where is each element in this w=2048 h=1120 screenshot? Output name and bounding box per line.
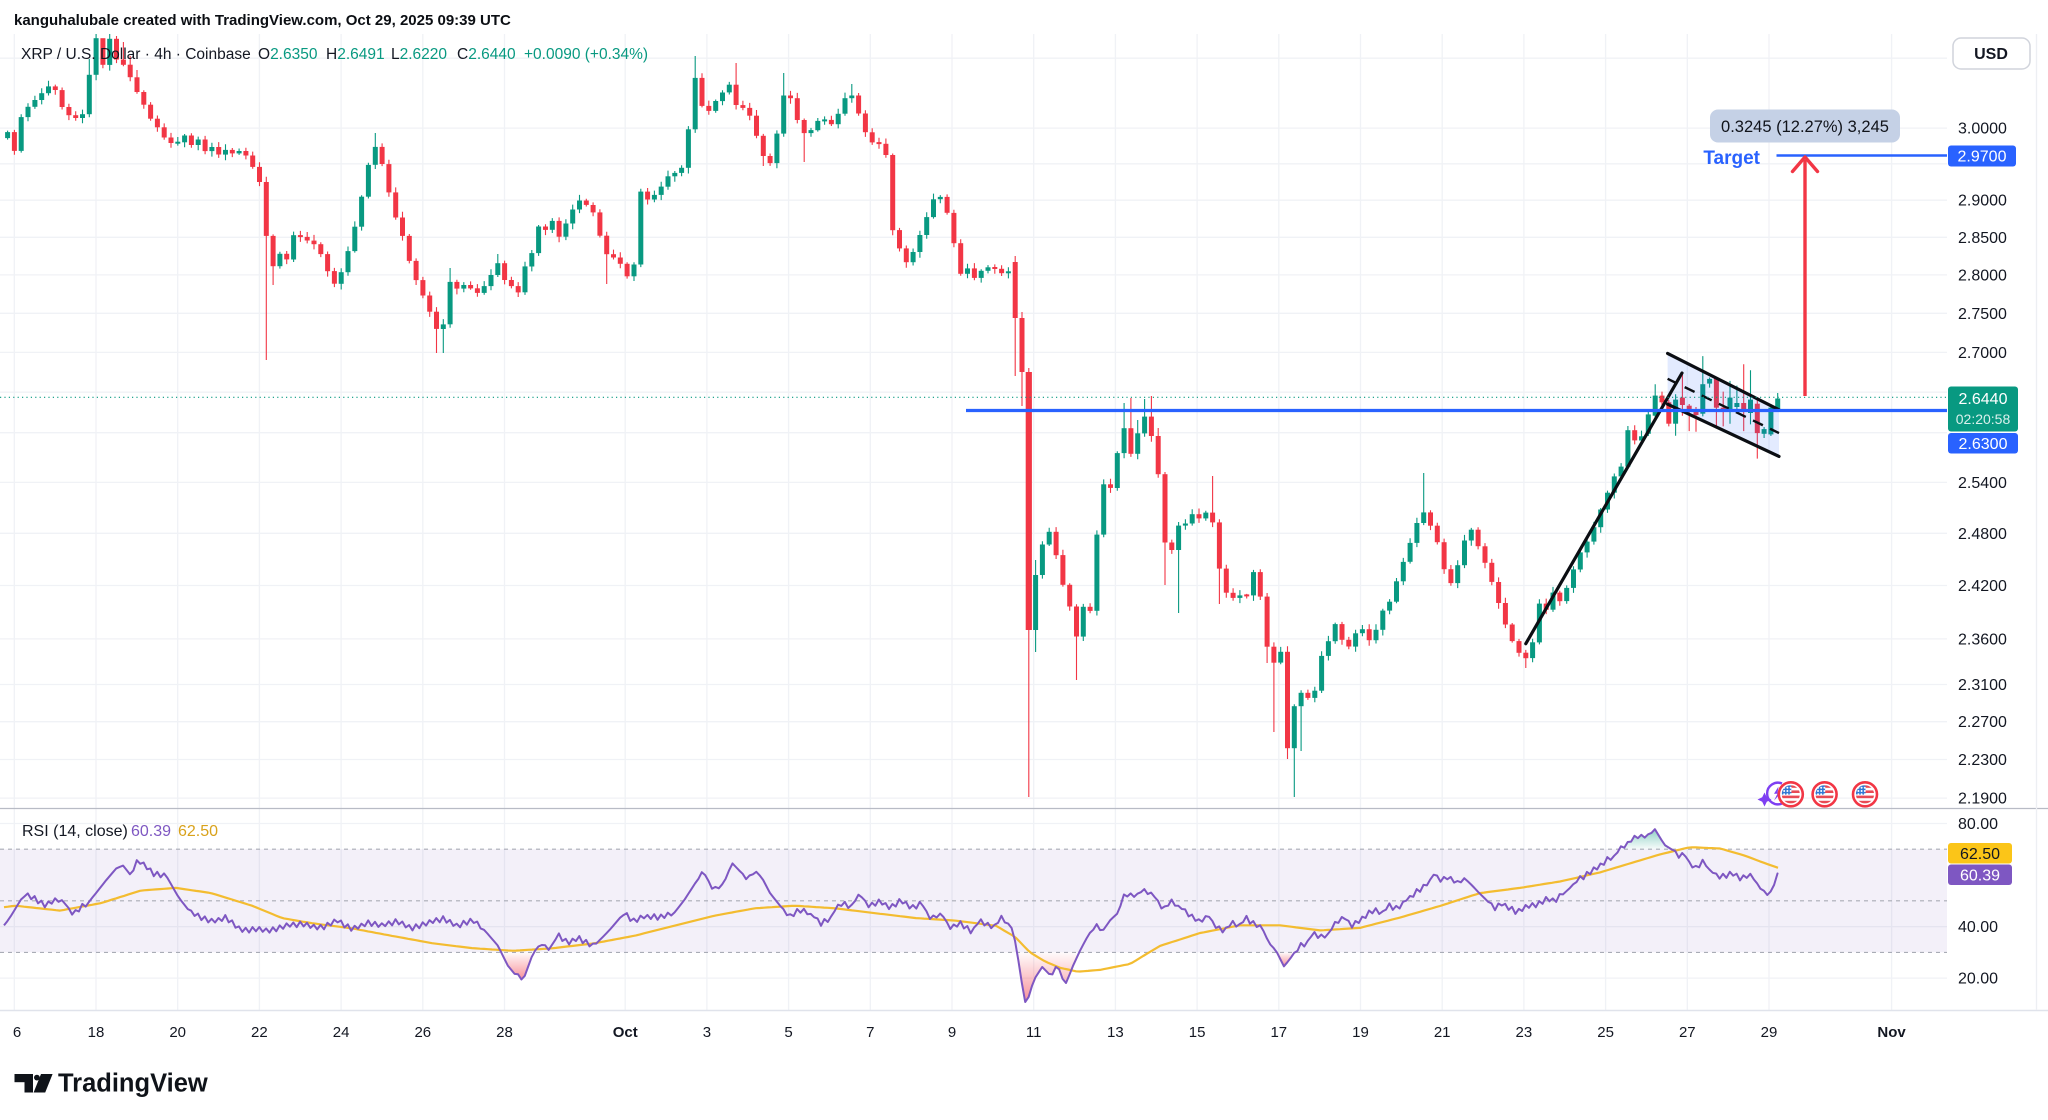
svg-text:2.4200: 2.4200 [1958, 578, 2007, 595]
svg-text:13: 13 [1107, 1024, 1124, 1041]
svg-text:2.2300: 2.2300 [1958, 752, 2007, 769]
svg-text:9: 9 [948, 1024, 956, 1041]
svg-text:2.4800: 2.4800 [1958, 526, 2007, 543]
svg-text:RSI (14, close): RSI (14, close) [22, 823, 128, 840]
svg-text:60.39: 60.39 [131, 823, 171, 840]
svg-text:25: 25 [1597, 1024, 1614, 1041]
svg-text:+0.0090 (+0.34%): +0.0090 (+0.34%) [524, 46, 648, 63]
svg-text:62.50: 62.50 [178, 823, 218, 840]
svg-text:23: 23 [1516, 1024, 1533, 1041]
svg-text:62.50: 62.50 [1960, 846, 2000, 863]
svg-text:20.00: 20.00 [1958, 971, 1998, 988]
svg-text:24: 24 [333, 1024, 350, 1041]
svg-text:2.8000: 2.8000 [1958, 267, 2007, 284]
svg-text:2.3100: 2.3100 [1958, 677, 2007, 694]
svg-text:2.8500: 2.8500 [1958, 230, 2007, 247]
svg-text:40.00: 40.00 [1958, 919, 1998, 936]
svg-text:11: 11 [1026, 1024, 1042, 1041]
svg-text:20: 20 [169, 1024, 186, 1041]
svg-text:2.5400: 2.5400 [1958, 475, 2007, 492]
svg-text:19: 19 [1352, 1024, 1369, 1041]
svg-text:6: 6 [13, 1024, 21, 1041]
svg-text:17: 17 [1270, 1024, 1287, 1041]
svg-text:H2.6491: H2.6491 [326, 46, 385, 63]
svg-text:7: 7 [866, 1024, 874, 1041]
svg-text:28: 28 [496, 1024, 513, 1041]
svg-text:15: 15 [1189, 1024, 1206, 1041]
svg-text:C2.6440: C2.6440 [457, 46, 516, 63]
svg-text:XRP / U.S. Dollar · 4h · Coinb: XRP / U.S. Dollar · 4h · Coinbase [21, 46, 251, 63]
svg-text:2.7000: 2.7000 [1958, 345, 2007, 362]
svg-text:60.39: 60.39 [1960, 868, 2000, 885]
svg-text:TradingView: TradingView [58, 1070, 208, 1098]
svg-text:L2.6220: L2.6220 [391, 46, 447, 63]
svg-text:26: 26 [414, 1024, 431, 1041]
svg-text:5: 5 [784, 1024, 792, 1041]
svg-text:02:20:58: 02:20:58 [1956, 411, 2011, 427]
svg-text:Oct: Oct [613, 1024, 638, 1041]
svg-text:0.3245 (12.27%) 3,245: 0.3245 (12.27%) 3,245 [1721, 118, 1889, 136]
svg-text:Nov: Nov [1877, 1024, 1906, 1041]
svg-text:80.00: 80.00 [1958, 816, 1998, 833]
svg-text:2.3600: 2.3600 [1958, 631, 2007, 648]
svg-text:18: 18 [88, 1024, 105, 1041]
svg-text:O2.6350: O2.6350 [258, 46, 318, 63]
svg-text:2.6300: 2.6300 [1959, 436, 2008, 453]
svg-text:2.1900: 2.1900 [1958, 791, 2007, 808]
svg-text:2.9700: 2.9700 [1958, 149, 2007, 166]
svg-text:2.9000: 2.9000 [1958, 193, 2007, 210]
svg-text:2.2700: 2.2700 [1958, 714, 2007, 731]
svg-text:27: 27 [1679, 1024, 1696, 1041]
svg-text:21: 21 [1434, 1024, 1451, 1041]
svg-text:Target: Target [1703, 148, 1760, 169]
svg-text:22: 22 [251, 1024, 268, 1041]
svg-text:kanguhalubale created with Tra: kanguhalubale created with TradingView.c… [14, 12, 511, 29]
svg-text:2.7500: 2.7500 [1958, 306, 2007, 323]
svg-text:29: 29 [1761, 1024, 1778, 1041]
svg-text:3: 3 [703, 1024, 711, 1041]
svg-text:USD: USD [1974, 46, 2008, 63]
svg-text:3.0000: 3.0000 [1958, 121, 2007, 138]
svg-text:2.6440: 2.6440 [1959, 391, 2008, 408]
